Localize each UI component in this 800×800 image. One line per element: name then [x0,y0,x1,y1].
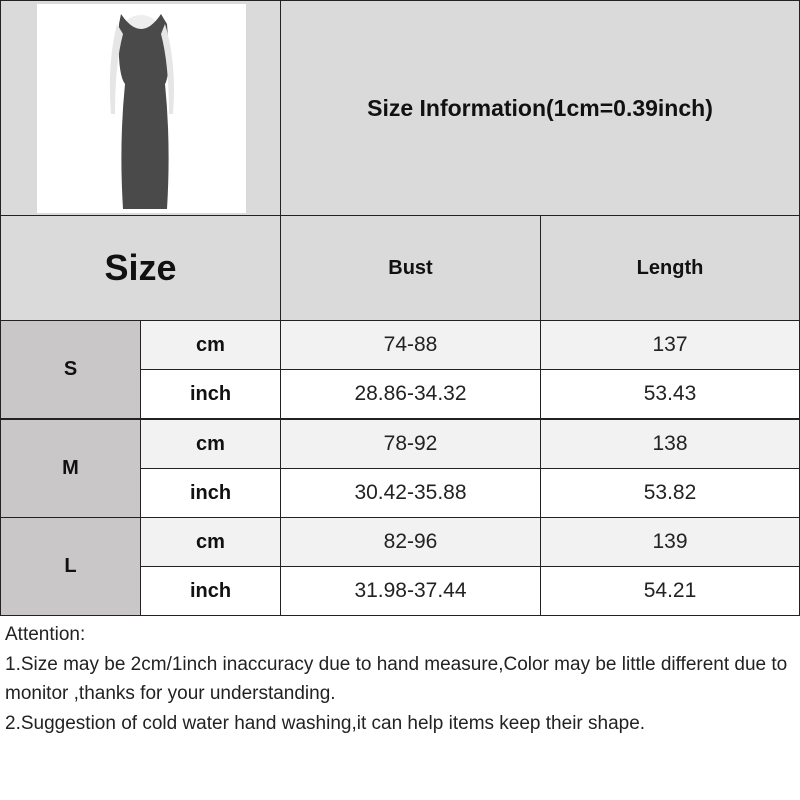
attention-heading: Attention: [5,624,86,645]
length-value: 137 [540,320,800,370]
unit-label: cm [140,419,281,469]
product-image-cell [0,0,281,216]
length-value: 53.43 [540,369,800,419]
length-value: 54.21 [540,566,800,616]
attention-notes: Attention: 1.Size may be 2cm/1inch inacc… [5,620,795,738]
size-info-title: Size Information(1cm=0.39inch) [280,0,800,216]
bust-value: 78-92 [280,419,541,469]
unit-label: cm [140,320,281,370]
bust-value: 31.98-37.44 [280,566,541,616]
size-label: S [0,320,141,419]
size-label: L [0,517,141,616]
length-value: 53.82 [540,468,800,518]
length-value: 138 [540,419,800,469]
unit-label: inch [140,566,281,616]
unit-label: inch [140,468,281,518]
bust-value: 30.42-35.88 [280,468,541,518]
length-value: 139 [540,517,800,567]
bust-value: 82-96 [280,517,541,567]
unit-label: inch [140,369,281,419]
bust-value: 74-88 [280,320,541,370]
unit-label: cm [140,517,281,567]
length-header: Length [540,215,800,321]
size-header: Size [0,215,281,321]
attention-line-1: 1.Size may be 2cm/1inch inaccuracy due t… [5,653,788,705]
dress-product-image [37,4,246,213]
attention-line-2: 2.Suggestion of cold water hand washing,… [5,712,646,734]
bust-header: Bust [280,215,541,321]
size-label: M [0,419,141,518]
bust-value: 28.86-34.32 [280,369,541,419]
